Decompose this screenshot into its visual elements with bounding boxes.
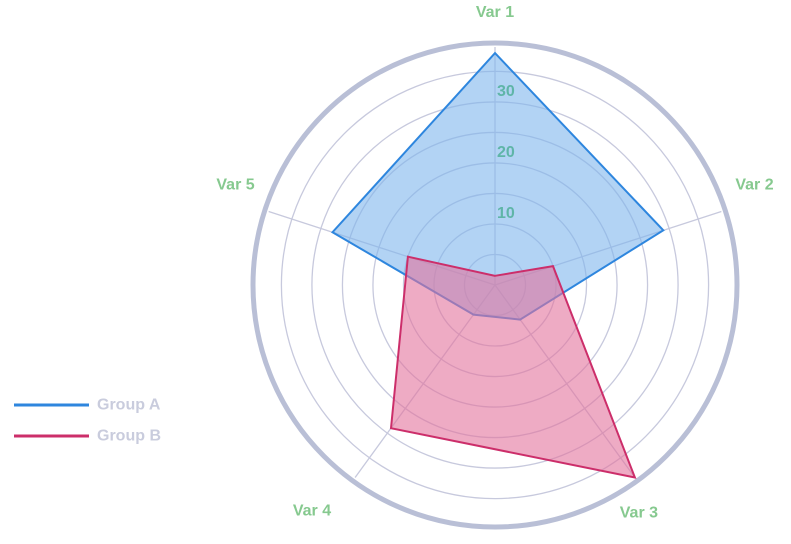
axis-label-var-4: Var 4 <box>293 503 331 520</box>
axis-label-var-3: Var 3 <box>620 505 658 522</box>
axis-label-var-1: Var 1 <box>476 4 514 21</box>
legend-label-group-a: Group A <box>97 397 161 414</box>
legend-label-group-b: Group B <box>97 428 161 445</box>
axis-label-var-2: Var 2 <box>735 176 773 193</box>
outer-ring <box>250 40 740 530</box>
radial-ticks: 10 20 30 <box>497 83 515 222</box>
axis-label-var-5: Var 5 <box>216 176 254 193</box>
radial-tick-label: 30 <box>497 83 515 100</box>
radar-series <box>330 51 665 479</box>
radial-tick-label: 10 <box>497 205 515 222</box>
radial-tick-label: 20 <box>497 144 515 161</box>
axis-labels: Var 1 Var 2 Var 3 Var 4 Var 5 <box>216 4 773 522</box>
series-b-area <box>389 255 637 479</box>
legend: Group A Group B <box>14 397 161 445</box>
